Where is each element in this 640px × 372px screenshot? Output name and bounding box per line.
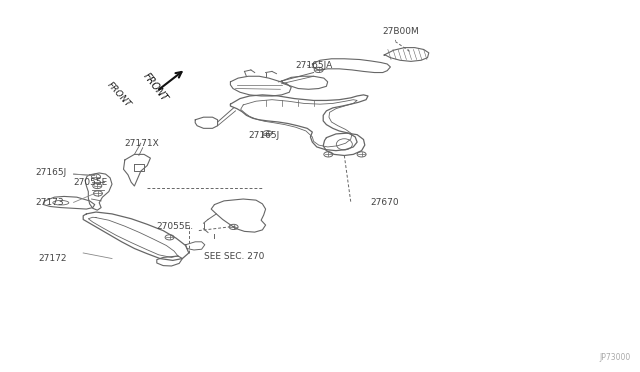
Text: 27165J: 27165J bbox=[35, 169, 67, 177]
Text: 27172: 27172 bbox=[38, 254, 67, 263]
Text: 27055E: 27055E bbox=[74, 178, 108, 187]
Text: 27165JA: 27165JA bbox=[296, 61, 333, 70]
Text: 27670: 27670 bbox=[370, 198, 399, 207]
Text: SEE SEC. 270: SEE SEC. 270 bbox=[204, 252, 264, 261]
Text: 27173: 27173 bbox=[35, 198, 64, 207]
Text: 27055E.: 27055E. bbox=[157, 222, 194, 231]
Text: FRONT: FRONT bbox=[106, 80, 133, 109]
Text: FRONT: FRONT bbox=[141, 71, 169, 103]
Text: 27171X: 27171X bbox=[125, 139, 159, 148]
Text: 27165J: 27165J bbox=[248, 131, 280, 140]
Text: 27B00M: 27B00M bbox=[383, 27, 419, 36]
Text: JP73000: JP73000 bbox=[599, 353, 630, 362]
